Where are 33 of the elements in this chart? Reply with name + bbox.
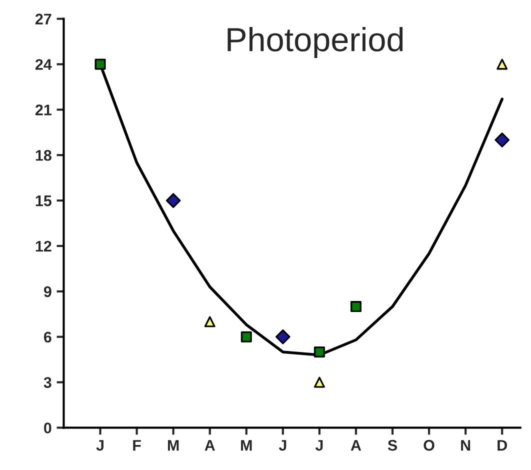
point — [275, 329, 290, 344]
y-tick-label: 21 — [35, 104, 52, 116]
y-tick-label: 27 — [35, 14, 52, 24]
x-tick-label: O — [424, 440, 434, 451]
y-tick-label: 6 — [44, 332, 52, 343]
x-tick-label: A — [350, 440, 362, 451]
point — [350, 301, 362, 312]
point — [496, 58, 508, 70]
point — [494, 132, 510, 148]
y-tick-label: 18 — [36, 150, 52, 161]
x-tick-label: M — [168, 440, 179, 451]
y-tick-label: 24 — [35, 59, 52, 70]
x-tick-label: A — [204, 440, 215, 451]
y-tick-label: 3 — [44, 377, 52, 388]
point — [240, 331, 252, 342]
x-tick-label: J — [315, 440, 323, 451]
x-tick-label: F — [133, 440, 141, 451]
point — [166, 193, 181, 208]
point — [314, 376, 325, 388]
x-tick-label: N — [461, 440, 470, 451]
x-tick-label: M — [241, 440, 252, 451]
y-tick-label: 15 — [36, 196, 52, 206]
x-tick-label: D — [498, 440, 507, 451]
chart-title: Photoperiod — [228, 26, 403, 58]
point — [204, 316, 216, 328]
y-tick-label: 0 — [44, 422, 52, 434]
x-tick-label: J — [96, 440, 104, 451]
y-tick-label: 9 — [44, 286, 52, 298]
y-tick-label: 12 — [36, 240, 52, 252]
x-tick-label: J — [278, 440, 286, 451]
point — [94, 58, 106, 70]
point — [314, 346, 325, 358]
x-tick-label: S — [388, 440, 398, 451]
